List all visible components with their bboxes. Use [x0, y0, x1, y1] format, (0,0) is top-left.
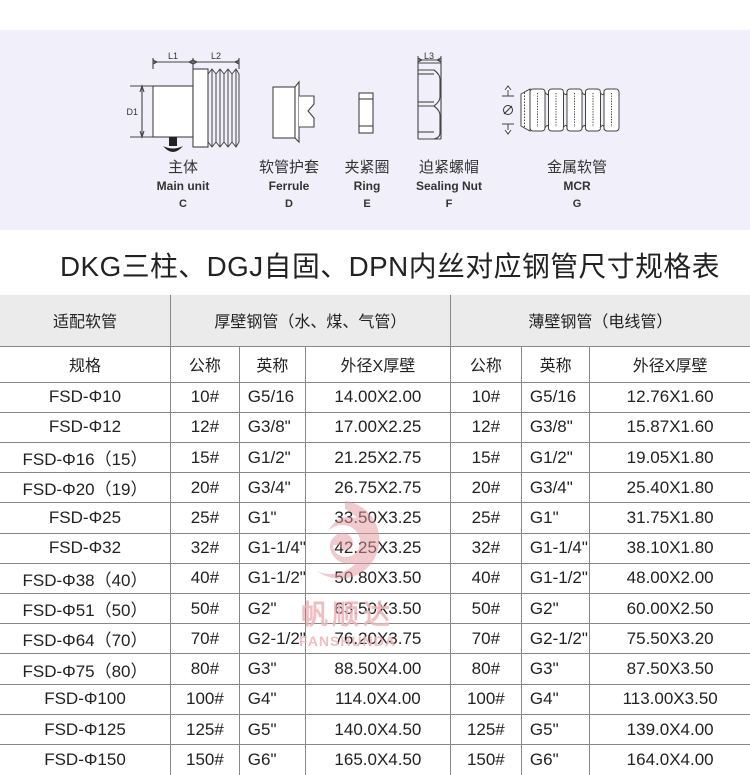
svg-text:迫紧螺帽: 迫紧螺帽 [419, 159, 479, 176]
svg-text:Main unit: Main unit [157, 179, 210, 193]
svg-text:夹紧圈: 夹紧圈 [344, 159, 389, 176]
svg-text:主体: 主体 [168, 159, 198, 176]
svg-text:MCR: MCR [563, 179, 591, 193]
svg-text:L3: L3 [424, 51, 434, 61]
svg-text:Ferrule: Ferrule [269, 179, 310, 193]
svg-text:L2: L2 [211, 51, 221, 61]
svg-text:Sealing Nut: Sealing Nut [416, 179, 482, 193]
svg-text:D: D [285, 198, 293, 210]
svg-text:G: G [573, 198, 582, 210]
svg-text:E: E [363, 198, 370, 210]
svg-text:C: C [179, 198, 187, 210]
svg-text:Ring: Ring [354, 179, 381, 193]
svg-text:软管护套: 软管护套 [259, 159, 319, 176]
svg-text:金属软管: 金属软管 [547, 159, 607, 176]
svg-text:L1: L1 [168, 51, 178, 61]
svg-text:F: F [446, 198, 453, 210]
svg-text:D1: D1 [126, 107, 138, 117]
